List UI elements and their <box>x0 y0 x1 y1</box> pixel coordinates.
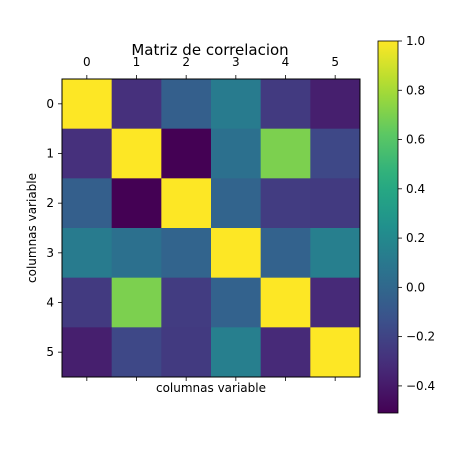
colorbar-gradient-bar <box>378 41 398 413</box>
x-tick-label: 2 <box>182 55 190 69</box>
heatmap-cell-3-5 <box>310 228 361 279</box>
heatmap-cell-1-2 <box>161 128 212 179</box>
x-tick-label: 0 <box>83 55 91 69</box>
heatmap-cells <box>62 79 361 378</box>
heatmap-cell-5-5 <box>310 327 361 378</box>
heatmap-cell-5-4 <box>260 327 311 378</box>
y-tick-label: 5 <box>46 345 54 359</box>
heatmap-cell-2-5 <box>310 178 361 229</box>
x-tick-label: 3 <box>232 55 240 69</box>
y-tick-label: 1 <box>46 147 54 161</box>
y-axis-ticks: 0 1 2 3 4 5 <box>46 97 62 359</box>
heatmap-cell-4-5 <box>310 277 361 328</box>
heatmap-cell-3-1 <box>111 228 162 279</box>
colorbar-tick-label: −0.4 <box>406 379 435 393</box>
y-tick-label: 3 <box>46 246 54 260</box>
heatmap-cell-0-0 <box>62 79 113 130</box>
heatmap-cell-2-3 <box>211 178 262 229</box>
colorbar-tick-label: −0.2 <box>406 330 435 344</box>
heatmap-cell-4-4 <box>260 277 311 328</box>
heatmap-cell-4-0 <box>62 277 113 328</box>
heatmap-cell-1-5 <box>310 128 361 179</box>
colorbar-tick-label: 0.8 <box>406 83 425 97</box>
heatmap-cell-4-2 <box>161 277 212 328</box>
heatmap-cell-3-2 <box>161 228 212 279</box>
heatmap-cell-2-0 <box>62 178 113 229</box>
colorbar-tick-label: 0.0 <box>406 280 425 294</box>
heatmap-cell-5-2 <box>161 327 212 378</box>
heatmap-cell-1-4 <box>260 128 311 179</box>
heatmap-cell-2-4 <box>260 178 311 229</box>
heatmap-cell-4-1 <box>111 277 162 328</box>
heatmap-cell-2-2 <box>161 178 212 229</box>
colorbar-tick-label: 0.2 <box>406 231 425 245</box>
heatmap-frame <box>61 78 361 378</box>
y-tick-label: 2 <box>46 196 54 210</box>
heatmap-cell-5-0 <box>62 327 113 378</box>
chart-title: Matriz de correlacion <box>131 41 288 59</box>
heatmap-cell-0-2 <box>161 79 212 130</box>
heatmap-cell-0-5 <box>310 79 361 130</box>
colorbar-frame <box>377 40 399 414</box>
heatmap-cell-0-3 <box>211 79 262 130</box>
heatmap-cell-1-3 <box>211 128 262 179</box>
heatmap-cell-1-0 <box>62 128 113 179</box>
y-tick-label: 4 <box>46 296 54 310</box>
heatmap-cell-4-3 <box>211 277 262 328</box>
heatmap-cell-0-4 <box>260 79 311 130</box>
x-tick-label: 5 <box>331 55 339 69</box>
x-tick-label: 4 <box>282 55 290 69</box>
heatmap-cell-3-4 <box>260 228 311 279</box>
colorbar-tick-label: 1.0 <box>406 34 425 48</box>
y-tick-label: 0 <box>46 97 54 111</box>
colorbar-tick-label: 0.6 <box>406 133 425 147</box>
heatmap-cell-5-1 <box>111 327 162 378</box>
colorbar: −0.4 −0.2 0.0 0.2 0.4 0.6 0.8 1.0 <box>377 34 435 414</box>
x-axis-label: columnas variable <box>156 381 266 395</box>
heatmap-cell-2-1 <box>111 178 162 229</box>
heatmap-cell-5-3 <box>211 327 262 378</box>
heatmap-cell-1-1 <box>111 128 162 179</box>
heatmap-cell-0-1 <box>111 79 162 130</box>
x-tick-label: 1 <box>133 55 141 69</box>
y-axis-label: columnas variable <box>25 173 39 283</box>
heatmap-cell-3-3 <box>211 228 262 279</box>
x-axis-ticks: 0 1 2 3 4 5 <box>83 55 339 381</box>
colorbar-tick-label: 0.4 <box>406 182 425 196</box>
heatmap-cell-3-0 <box>62 228 113 279</box>
